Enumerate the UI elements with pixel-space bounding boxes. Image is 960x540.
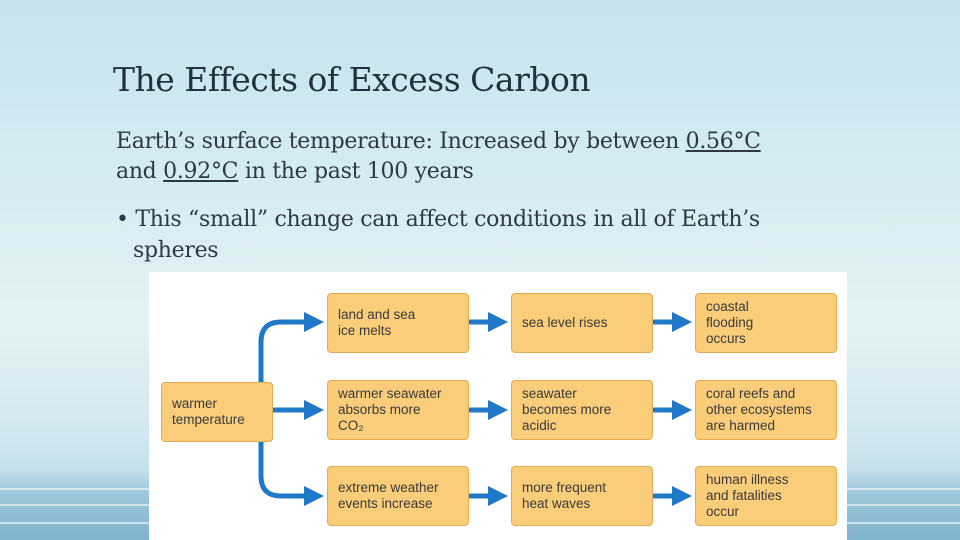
box-human-illness: human illness and fatalities occur [695,466,837,526]
box-ecosystems-harmed: coral reefs and other ecosystems are har… [695,380,837,440]
temperature-low-value: 0.56°C [685,129,761,154]
temperature-text-prefix: Earth’s surface temperature: Increased b… [116,129,686,154]
temperature-text-suffix: in the past 100 years [238,159,474,184]
box-ice-melts: land and sea ice melts [327,293,469,353]
box-coastal-flooding: coastal flooding occurs [695,293,837,353]
temperature-text-line-1: Earth’s surface temperature: Increased b… [116,129,761,154]
effects-flow-diagram: warmer temperature land and sea ice melt… [149,272,847,540]
connector-down [258,410,324,506]
box-sea-level-rises: sea level rises [511,293,653,353]
box-extreme-weather: extreme weather events increase [327,466,469,526]
box-seawater-absorbs-co2: warmer seawater absorbs more CO₂ [327,380,469,440]
temperature-text-line-2: and 0.92°C in the past 100 years [116,159,474,184]
slide-title: The Effects of Excess Carbon [113,60,591,99]
temperature-text-and: and [116,159,164,184]
bullet-point-line-1: • This “small” change can affect conditi… [116,207,760,232]
box-heat-waves: more frequent heat waves [511,466,653,526]
bullet-point-line-2: spheres [133,238,219,263]
box-warmer-temperature: warmer temperature [161,382,273,442]
temperature-high-value: 0.92°C [163,159,239,184]
connector-up [258,312,324,410]
box-seawater-acidic: seawater becomes more acidic [511,380,653,440]
